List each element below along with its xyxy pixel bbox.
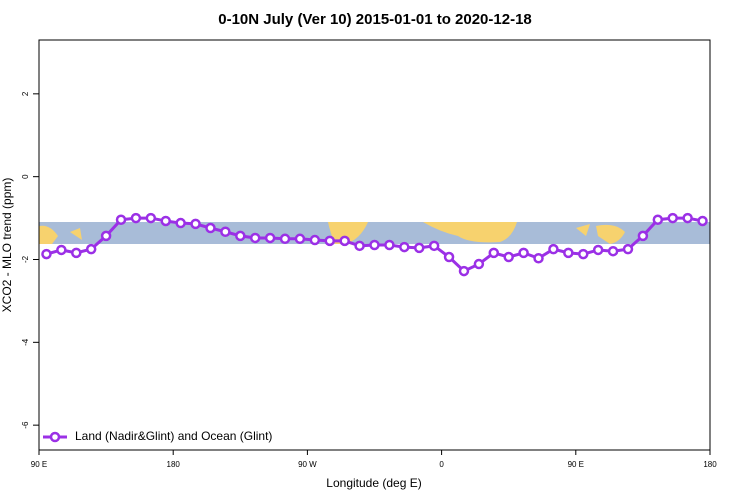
point [488,247,500,259]
point [384,239,395,251]
point [324,235,336,247]
x-tick-label: 90 E [568,460,584,469]
point [533,253,544,264]
y-tick-label: 0 [21,174,30,179]
x-tick-label: 180 [167,460,181,469]
point [85,243,97,255]
x-tick-label: 0 [439,460,444,469]
y-axis-label: XCO2 - MLO trend (ppm) [0,178,14,313]
point [41,248,52,260]
point [473,258,485,270]
point [309,234,321,246]
point [637,230,649,242]
point [294,233,306,245]
point [682,212,693,224]
point [100,230,112,242]
point [443,251,455,263]
point [264,232,276,244]
point [220,226,231,237]
land [576,224,590,236]
point [518,247,529,259]
point [548,243,559,255]
y-tick-label: -6 [21,421,30,429]
point [369,239,380,251]
plot-frame [38,39,711,451]
point [205,222,216,234]
y-tick-label: 2 [21,91,30,96]
point [175,217,186,229]
x-tick-label: 90 E [31,460,47,469]
point [428,240,440,252]
x-axis-label: Longitude (deg E) [326,476,421,490]
point [667,212,678,224]
point [592,244,604,256]
legend-label: Land (Nadir&Glint) and Ocean (Glint) [75,429,272,443]
land [596,224,625,244]
point [160,215,171,227]
point [235,230,246,242]
y-tick-label: -4 [21,338,30,346]
point [413,242,425,254]
x-tick-label: 180 [703,460,717,469]
point [399,241,410,253]
point [145,212,157,224]
land [39,225,58,244]
legend: Land (Nadir&Glint) and Ocean (Glint) [43,429,272,443]
x-tick-label: 90 W [298,460,317,469]
point [249,232,261,244]
point [607,245,619,257]
point [458,265,470,277]
point [578,248,589,260]
point [503,251,514,263]
point [190,218,201,230]
chart-title: 0-10N July (Ver 10) 2015-01-01 to 2020-1… [218,11,532,28]
point [697,215,708,227]
point [652,214,664,225]
point [115,214,127,225]
y-tick-label: -2 [21,255,30,263]
land [328,222,368,244]
point [130,212,142,224]
land [423,222,517,243]
legend-marker [49,431,61,443]
point [622,243,634,255]
point [279,233,291,245]
point [56,244,67,256]
point [563,247,574,259]
point [354,240,365,252]
point [339,235,350,247]
point [71,247,82,259]
land [70,228,82,240]
